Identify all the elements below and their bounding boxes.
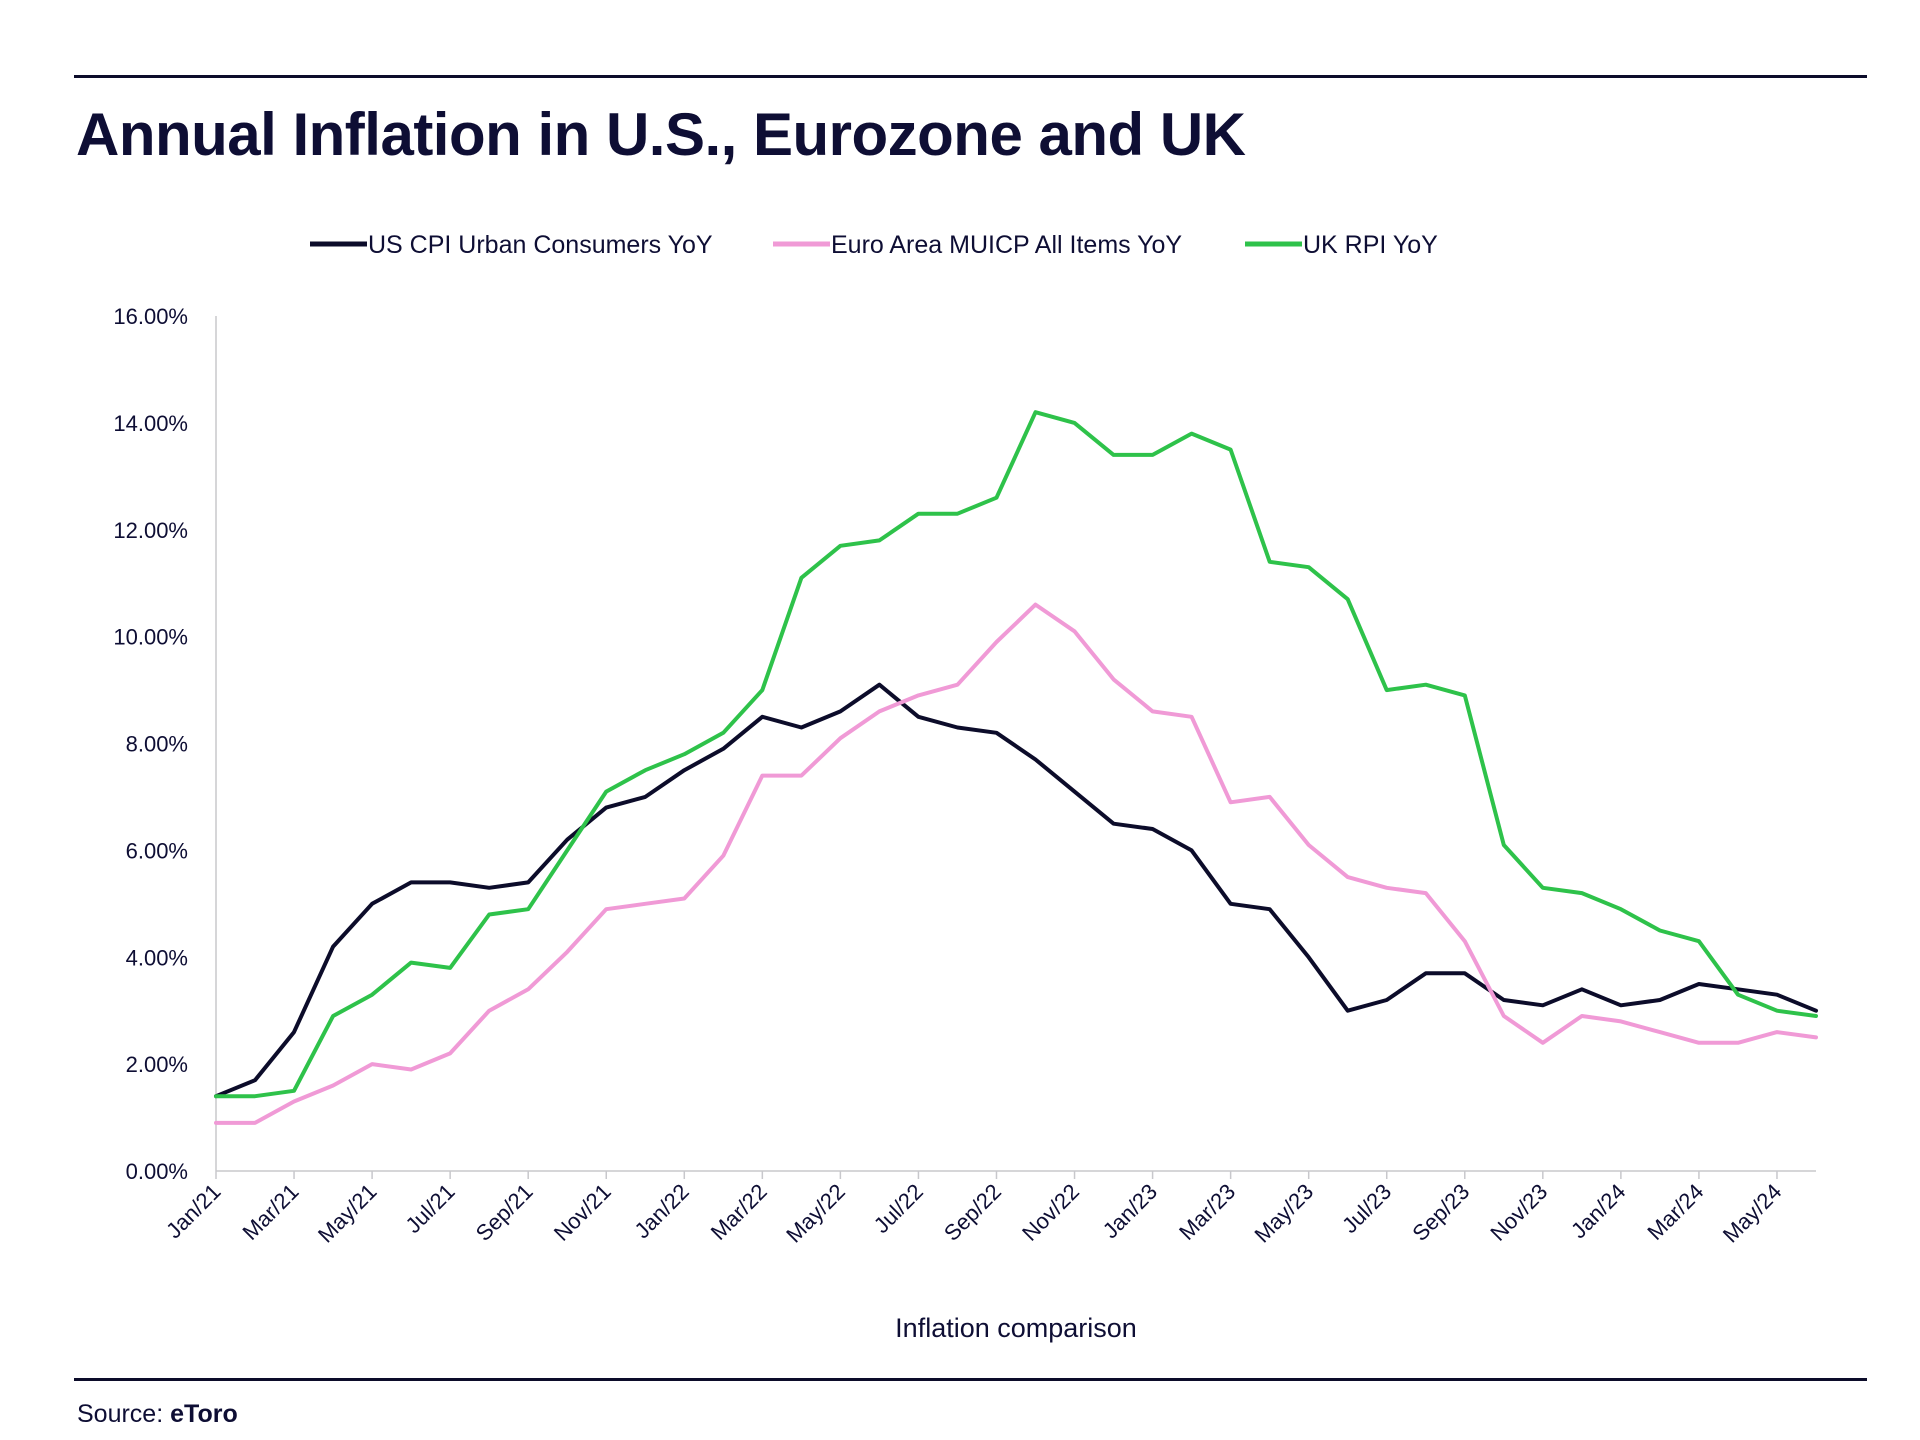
x-tick-label: Sep/21	[471, 1179, 538, 1246]
x-tick-label: Jul/21	[400, 1179, 459, 1238]
x-tick-label: Mar/21	[237, 1179, 303, 1245]
source-prefix: Source:	[77, 1400, 164, 1428]
legend-label-2: Euro Area MUICP All Items YoY	[831, 231, 1182, 259]
x-tick-label: May/23	[1250, 1179, 1319, 1248]
series-line-3	[214, 410, 1818, 1099]
y-tick-label: 10.00%	[113, 625, 188, 650]
x-tick-label: Nov/21	[549, 1179, 616, 1246]
x-tick-label: Jul/22	[869, 1179, 928, 1238]
legend-label-1: US CPI Urban Consumers YoY	[368, 231, 713, 259]
x-tick-label: Mar/23	[1174, 1179, 1240, 1245]
y-tick-label: 4.00%	[126, 945, 188, 970]
y-tick-label: 0.00%	[126, 1159, 188, 1184]
x-tick-label: Jan/23	[1098, 1179, 1162, 1243]
series-line-1	[214, 682, 1818, 1099]
top-rule	[74, 75, 1867, 78]
axes: 0.00% 2.00% 4.00% 6.00% 8.00% 10.00% 12.00% 14.…	[113, 304, 1816, 1248]
x-tick-label: Nov/22	[1017, 1179, 1084, 1246]
y-tick-label: 16.00%	[113, 304, 188, 329]
x-tick-label: Sep/23	[1407, 1179, 1474, 1246]
source-name: eToro	[170, 1400, 238, 1428]
y-tick-label: 6.00%	[126, 838, 188, 863]
y-tick-label: 2.00%	[126, 1052, 188, 1077]
series-lines	[214, 410, 1818, 1125]
bottom-rule	[74, 1378, 1867, 1381]
x-axis-title: Inflation comparison	[895, 1313, 1137, 1343]
legend: US CPI Urban Consumers YoY Euro Area MUIC…	[310, 231, 1438, 259]
x-tick-label: Jan/24	[1566, 1179, 1630, 1243]
x-tick-label: Jul/23	[1337, 1179, 1396, 1238]
y-tick-label: 8.00%	[126, 732, 188, 757]
legend-label-3: UK RPI YoY	[1303, 231, 1438, 259]
x-tick-label: Nov/23	[1485, 1179, 1552, 1246]
page-title: Annual Inflation in U.S., Eurozone and U…	[76, 101, 1246, 168]
x-tick-label: Sep/22	[939, 1179, 1006, 1246]
x-tick-label: May/21	[313, 1179, 382, 1248]
x-tick-label: Mar/24	[1642, 1179, 1708, 1245]
x-tick-label: Mar/22	[706, 1179, 772, 1245]
series-line-2	[214, 602, 1818, 1125]
x-tick-label: May/24	[1718, 1179, 1787, 1248]
x-tick-label: Jan/21	[161, 1179, 225, 1243]
x-tick-label: Jan/22	[629, 1179, 693, 1243]
y-tick-label: 12.00%	[113, 518, 188, 543]
y-tick-label: 14.00%	[113, 411, 188, 436]
source-note: Source: eToro	[77, 1400, 238, 1429]
x-tick-label: May/22	[781, 1179, 850, 1248]
